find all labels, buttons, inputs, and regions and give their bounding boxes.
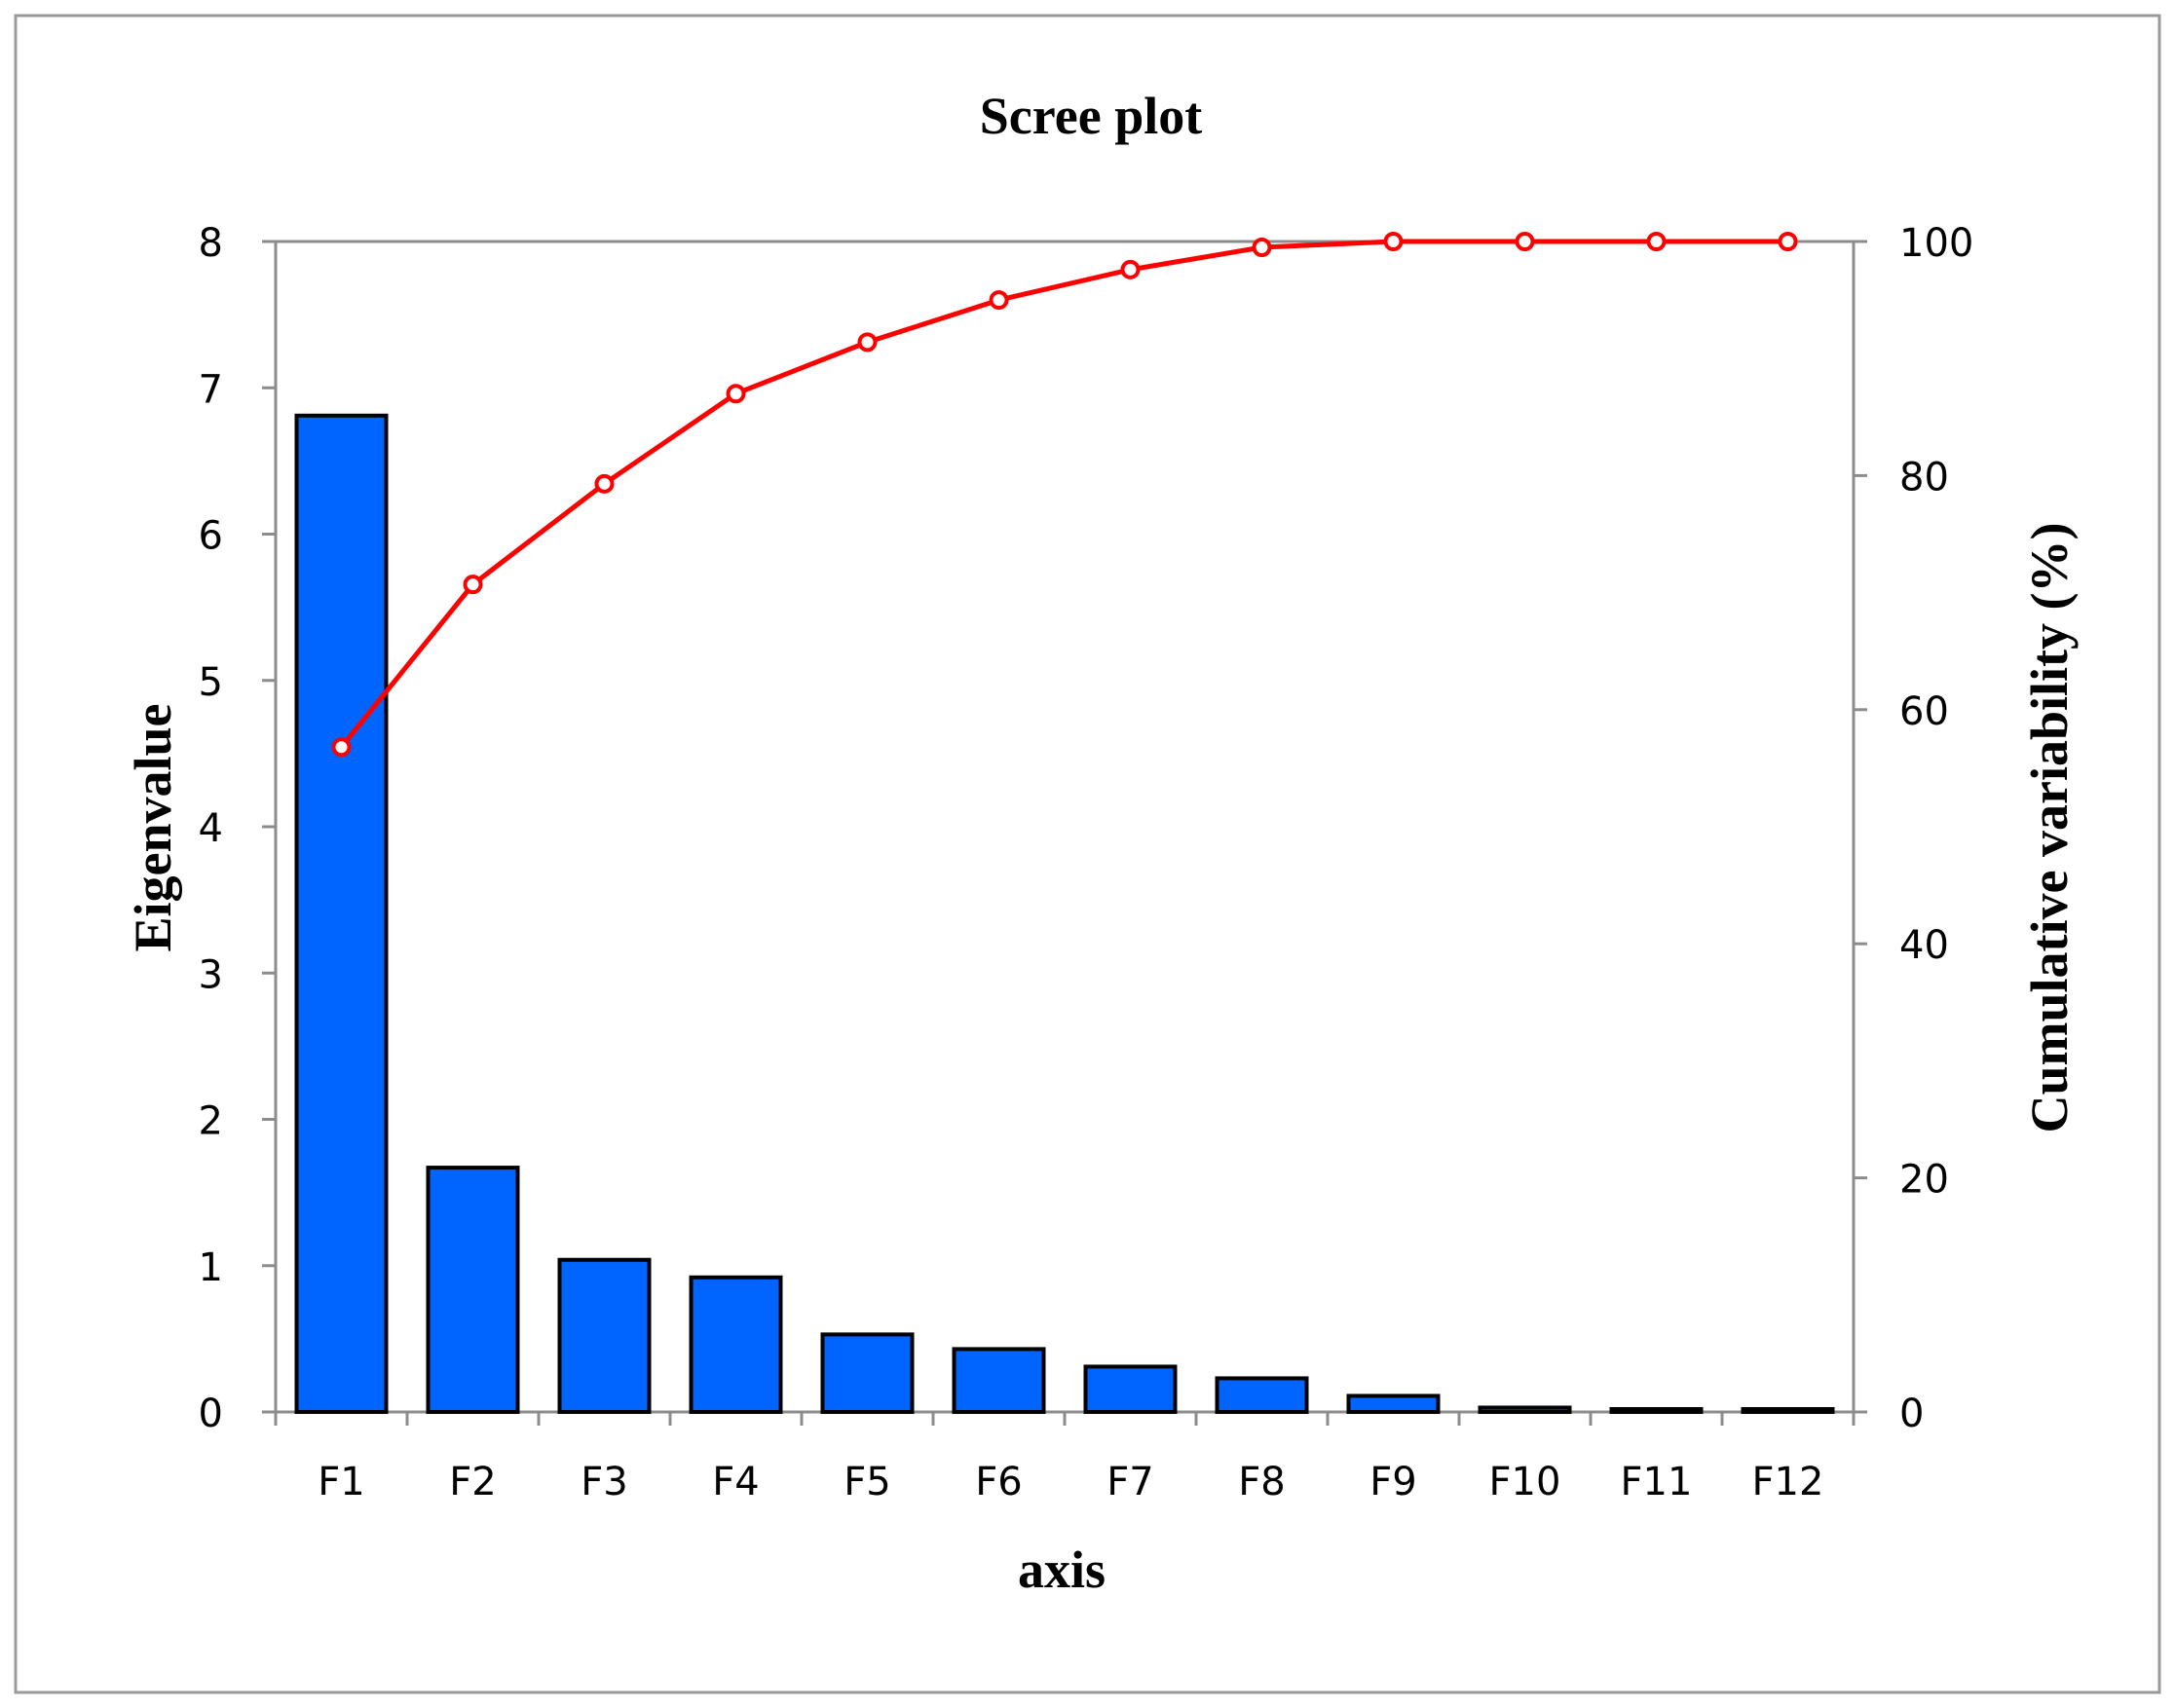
x-tick-label: F4 <box>712 1460 759 1504</box>
x-tick-label: F8 <box>1238 1460 1285 1504</box>
x-tick-label: F6 <box>975 1460 1022 1504</box>
y2-tick-label: 0 <box>1899 1392 1924 1436</box>
cumulative-variability-point <box>594 473 615 494</box>
eigenvalue-bar <box>294 413 389 1414</box>
cumulative-variability-line <box>339 239 1788 749</box>
y-tick-label: 8 <box>199 221 223 266</box>
x-tick-label: F5 <box>844 1460 890 1504</box>
eigenvalue-bar <box>952 1347 1046 1414</box>
x-tick-label: F9 <box>1369 1460 1416 1504</box>
x-axis-label: axis <box>1018 1541 1106 1599</box>
eigenvalue-bar <box>1609 1406 1704 1414</box>
eigenvalue-bar <box>1215 1376 1309 1415</box>
eigenvalue-bar <box>557 1257 652 1414</box>
y2-tick-label: 20 <box>1899 1158 1949 1203</box>
cumulative-variability-point <box>989 290 1009 311</box>
x-tick-label: F3 <box>581 1460 627 1504</box>
x-tick-label: F11 <box>1621 1460 1693 1504</box>
y-tick-label: 7 <box>199 367 223 412</box>
y-axis-label: Eigenvalue <box>124 703 182 951</box>
y2-tick-label: 40 <box>1899 923 1949 968</box>
y-tick-label: 1 <box>199 1245 223 1290</box>
x-tick-label: F2 <box>449 1460 496 1504</box>
y-tick-label: 6 <box>199 514 223 559</box>
y2-tick-label: 100 <box>1899 221 1973 266</box>
cumulative-variability-point <box>331 737 352 758</box>
cumulative-variability-point <box>463 575 483 595</box>
eigenvalue-bar <box>1741 1406 1835 1414</box>
y-tick-label: 2 <box>199 1099 223 1144</box>
cumulative-variability-point <box>1120 259 1141 279</box>
y2-tick-label: 60 <box>1899 689 1949 734</box>
chart-title: Scree plot <box>980 87 1202 145</box>
x-tick-label: F12 <box>1752 1460 1824 1504</box>
eigenvalue-bar <box>1478 1405 1572 1415</box>
y-tick-label: 5 <box>199 660 223 705</box>
cumulative-variability-point <box>857 332 878 353</box>
eigenvalue-bar <box>426 1166 520 1415</box>
cumulative-variability-point <box>1383 232 1404 251</box>
y-tick-label: 0 <box>199 1392 223 1436</box>
cumulative-variability-point <box>726 384 746 404</box>
eigenvalue-bar <box>820 1332 915 1415</box>
x-tick-label: F1 <box>318 1460 364 1504</box>
eigenvalue-bar <box>689 1275 783 1415</box>
cumulative-variability-point <box>1252 238 1272 258</box>
eigenvalue-bar <box>1083 1364 1178 1414</box>
cumulative-variability-point <box>1515 232 1535 251</box>
y2-tick-label: 80 <box>1899 455 1949 500</box>
x-tick-label: F7 <box>1106 1460 1153 1504</box>
y2-axis-label: Cumulative variability (%) <box>2020 523 2079 1133</box>
cumulative-variability-point <box>1778 232 1798 251</box>
eigenvalue-bar <box>1346 1393 1441 1415</box>
x-tick-label: F10 <box>1489 1460 1561 1504</box>
y-tick-label: 3 <box>199 952 223 997</box>
cumulative-variability-point <box>1646 232 1667 251</box>
y-tick-label: 4 <box>199 806 223 851</box>
